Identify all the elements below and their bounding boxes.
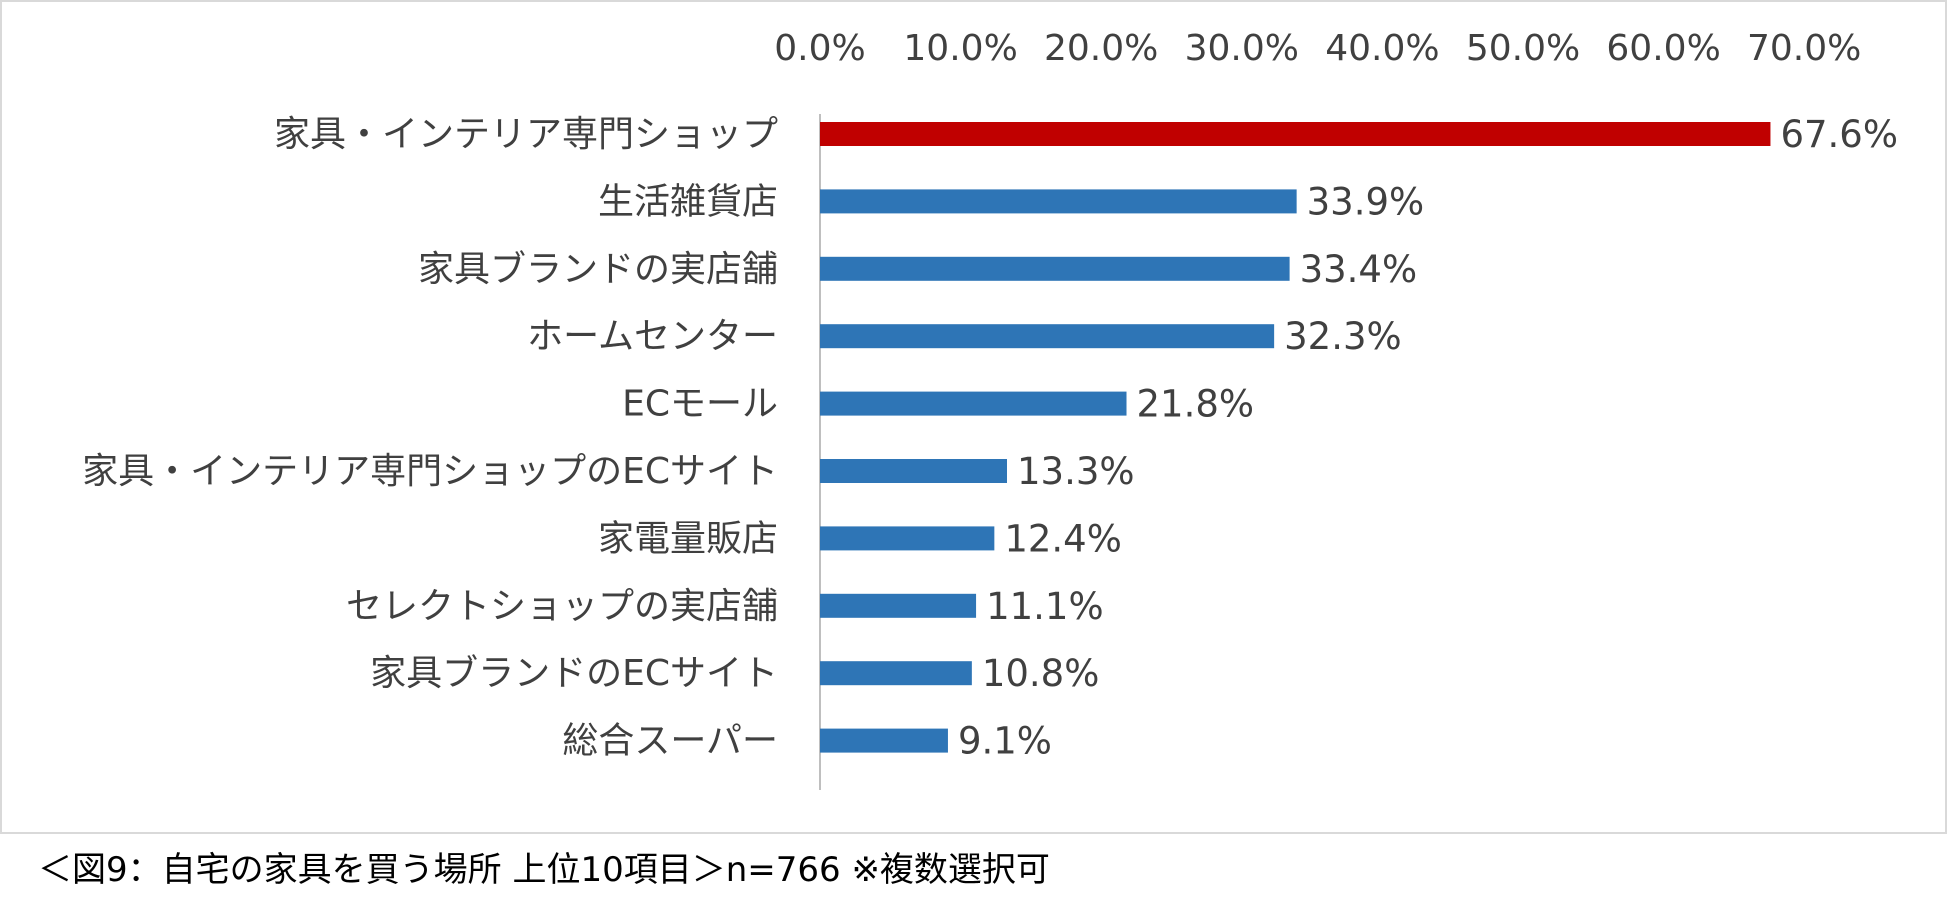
data-label: 10.8% xyxy=(982,652,1100,695)
category-label: 家具・インテリア専門ショップ xyxy=(274,114,778,155)
data-label: 9.1% xyxy=(958,720,1052,763)
bar xyxy=(820,459,1007,483)
data-label: 33.4% xyxy=(1300,248,1418,291)
category-label: ホームセンター xyxy=(527,316,778,357)
x-tick-label: 10.0% xyxy=(903,28,1017,69)
x-tick-label: 60.0% xyxy=(1606,28,1720,69)
data-label: 13.3% xyxy=(1017,450,1135,493)
chart-frame: 0.0% 10.0% 20.0% 30.0% 40.0% 50.0% 60.0% 70.0% 家… xyxy=(0,0,1947,834)
category-label: 家具ブランドのECサイト xyxy=(370,653,778,694)
x-tick-label: 40.0% xyxy=(1325,28,1439,69)
x-tick-label: 30.0% xyxy=(1185,28,1299,69)
category-label: 家電量販店 xyxy=(598,518,778,559)
category-label: 生活雑貨店 xyxy=(598,181,778,222)
data-label: 12.4% xyxy=(1004,517,1122,560)
bar xyxy=(820,728,948,753)
data-label: 67.6% xyxy=(1780,113,1898,156)
x-tick-label: 70.0% xyxy=(1747,28,1861,69)
bar xyxy=(820,526,995,551)
category-label: 家具ブランドの実店舗 xyxy=(418,249,778,290)
x-tick-label: 0.0% xyxy=(774,28,865,69)
bar xyxy=(820,189,1297,214)
category-label: 家具・インテリア専門ショップのECサイト xyxy=(82,451,778,492)
x-tick-label: 50.0% xyxy=(1466,28,1580,69)
data-label: 32.3% xyxy=(1284,315,1402,358)
bar xyxy=(820,122,1771,146)
chart-caption: ＜図9：自宅の家具を買う場所 上位10項目＞n=766 ※複数選択可 xyxy=(38,850,1050,890)
bar xyxy=(820,324,1275,349)
data-label: 33.9% xyxy=(1307,180,1425,223)
category-label: セレクトショップの実店舗 xyxy=(346,586,778,627)
data-label: 11.1% xyxy=(986,585,1104,628)
bar xyxy=(820,593,977,618)
data-label: 21.8% xyxy=(1137,383,1255,426)
bar-chart: 0.0% 10.0% 20.0% 30.0% 40.0% 50.0% 60.0% 70.0% 家… xyxy=(82,28,1898,790)
category-label: ECモール xyxy=(622,384,778,425)
category-label: 総合スーパー xyxy=(562,721,778,762)
bar xyxy=(820,256,1290,281)
x-tick-label: 20.0% xyxy=(1044,28,1158,69)
bar xyxy=(820,391,1127,416)
bar xyxy=(820,661,972,686)
